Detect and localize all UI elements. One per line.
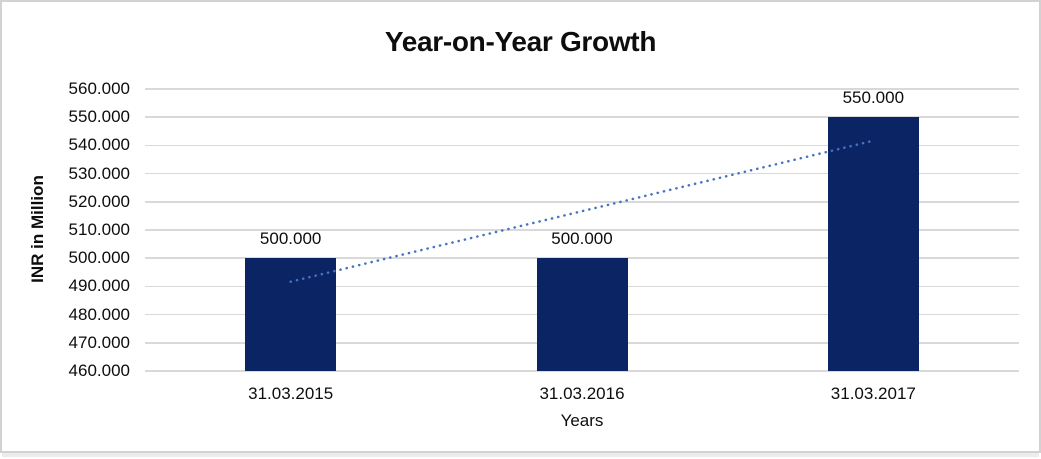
- y-tick-label: 560.000: [68, 79, 130, 98]
- data-label: 500.000: [551, 229, 613, 249]
- y-tick-label: 470.000: [68, 332, 130, 352]
- gridline: [145, 116, 1019, 118]
- x-axis-title: Years: [560, 411, 604, 430]
- y-tick-label: 520.000: [68, 191, 130, 211]
- gridline: [145, 88, 1019, 90]
- y-tick-label: 550.000: [68, 107, 130, 127]
- y-tick-label: 540.000: [68, 135, 130, 155]
- x-tick-label: 31.03.2015: [248, 384, 334, 403]
- y-tick-label: 500.000: [68, 248, 130, 268]
- x-tick-label: 31.03.2017: [830, 384, 916, 403]
- bar: [827, 117, 919, 371]
- data-label: 550.000: [842, 88, 905, 108]
- y-tick-label: 460.000: [68, 361, 130, 380]
- y-tick-label: 530.000: [68, 163, 130, 183]
- data-label: 500.000: [259, 229, 322, 249]
- bar: [245, 258, 337, 371]
- y-tick-label: 510.000: [68, 220, 130, 239]
- gridline: [145, 370, 1019, 372]
- chart-title: Year-on-Year Growth: [384, 26, 657, 57]
- y-tick-label: 480.000: [68, 304, 130, 324]
- x-tick-label: 31.03.2016: [539, 384, 625, 403]
- frame-shadow: [2, 453, 1039, 457]
- bar: [536, 258, 628, 371]
- y-tick-label: 490.000: [68, 276, 130, 296]
